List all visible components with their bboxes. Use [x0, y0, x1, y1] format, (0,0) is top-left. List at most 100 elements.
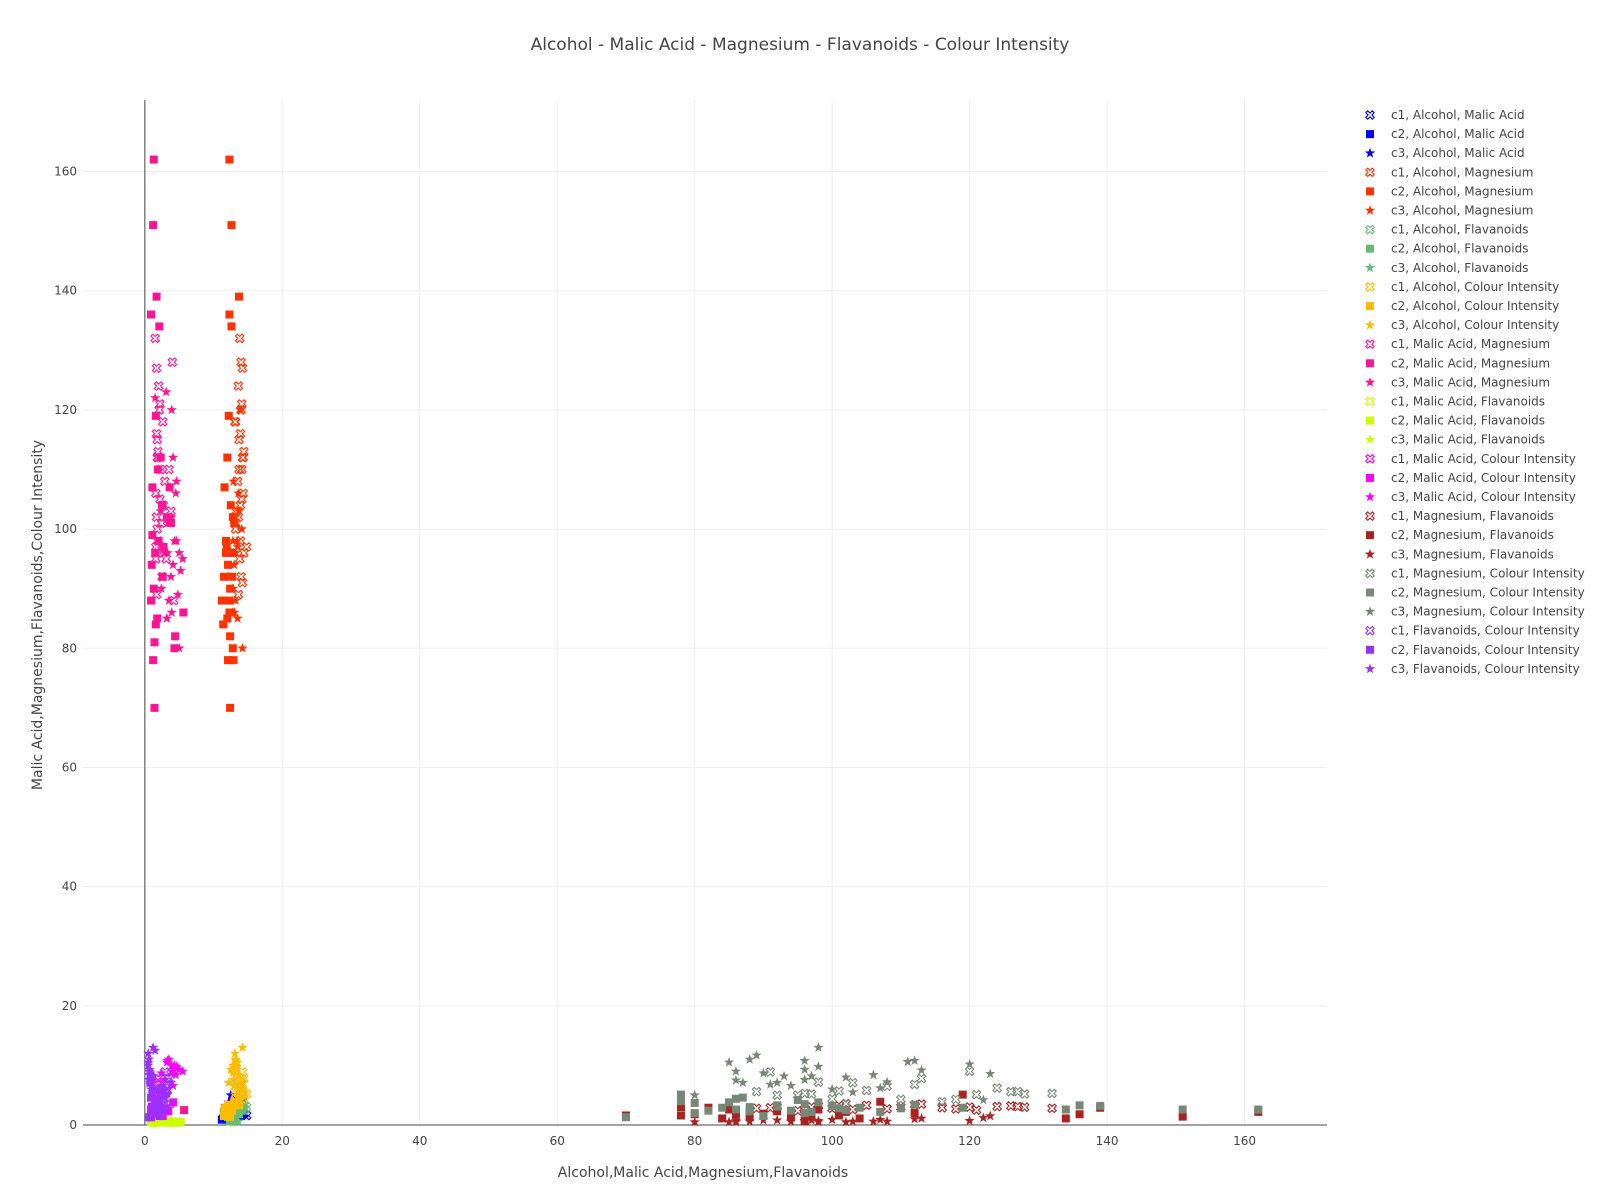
data-point: [238, 1094, 249, 1105]
legend-item[interactable]: c2, Alcohol, Malic Acid: [1366, 127, 1525, 141]
data-points: [143, 155, 1263, 1128]
legend-item[interactable]: c3, Alcohol, Magnesium: [1364, 204, 1534, 218]
data-point: [166, 1065, 177, 1076]
legend-item[interactable]: c3, Malic Acid, Magnesium: [1364, 375, 1550, 389]
data-point: [868, 1116, 879, 1126]
data-point: [676, 1090, 685, 1099]
data-point: [847, 1086, 858, 1097]
data-point: [689, 1116, 700, 1127]
data-point: [806, 1114, 817, 1125]
legend-item[interactable]: c2, Malic Acid, Magnesium: [1366, 356, 1550, 370]
data-point: [745, 1103, 754, 1112]
data-point: [167, 357, 178, 368]
legend-item[interactable]: c2, Flavanoids, Colour Intensity: [1366, 643, 1580, 657]
legend-item[interactable]: c1, Alcohol, Malic Acid: [1365, 108, 1525, 122]
data-point: [227, 1116, 238, 1127]
data-point: [147, 596, 156, 605]
legend-item[interactable]: c1, Magnesium, Flavanoids: [1365, 509, 1554, 523]
data-point: [155, 322, 164, 331]
legend-item[interactable]: c3, Alcohol, Colour Intensity: [1364, 318, 1559, 332]
series-group: [144, 1078, 169, 1122]
legend-item[interactable]: c2, Magnesium, Flavanoids: [1366, 528, 1554, 542]
legend-item[interactable]: c3, Alcohol, Malic Acid: [1364, 146, 1525, 160]
legend-item[interactable]: c2, Magnesium, Colour Intensity: [1366, 586, 1585, 600]
legend-item[interactable]: c1, Alcohol, Magnesium: [1365, 165, 1534, 179]
legend-item[interactable]: c1, Malic Acid, Flavanoids: [1365, 395, 1545, 409]
series-group: [689, 1042, 996, 1105]
legend-label: c3, Malic Acid, Colour Intensity: [1391, 490, 1576, 504]
legend-item[interactable]: c2, Malic Acid, Colour Intensity: [1366, 471, 1576, 485]
data-point: [916, 1064, 927, 1075]
legend[interactable]: c1, Alcohol, Malic Acid c2, Alcohol, Mali…: [1364, 108, 1585, 676]
data-point: [226, 632, 235, 641]
data-point: [827, 1083, 838, 1094]
legend-item[interactable]: c3, Alcohol, Flavanoids: [1364, 261, 1529, 275]
legend-item[interactable]: c1, Alcohol, Colour Intensity: [1365, 280, 1559, 294]
data-point: [840, 1116, 852, 1127]
legend-item[interactable]: c1, Malic Acid, Magnesium: [1365, 337, 1550, 351]
legend-label: c2, Magnesium, Flavanoids: [1391, 528, 1554, 542]
legend-marker: [1364, 606, 1376, 616]
legend-item[interactable]: c3, Malic Acid, Colour Intensity: [1364, 490, 1576, 504]
data-point: [950, 1094, 961, 1105]
legend-item[interactable]: c2, Alcohol, Colour Intensity: [1366, 299, 1559, 313]
data-point: [149, 656, 158, 665]
data-point: [145, 1067, 156, 1078]
legend-marker: [1366, 416, 1374, 425]
data-point: [958, 1090, 967, 1099]
data-point: [876, 1097, 885, 1106]
data-point: [1096, 1101, 1105, 1110]
data-point: [751, 1103, 762, 1114]
legend-item[interactable]: c1, Alcohol, Flavanoids: [1365, 223, 1529, 237]
legend-label: c3, Malic Acid, Flavanoids: [1391, 433, 1545, 447]
data-point: [1178, 1112, 1187, 1121]
legend-item[interactable]: c3, Magnesium, Colour Intensity: [1364, 605, 1585, 619]
legend-item[interactable]: c3, Flavanoids, Colour Intensity: [1364, 662, 1580, 676]
legend-marker: [1366, 645, 1374, 654]
data-point: [167, 452, 179, 462]
data-point: [937, 1096, 948, 1107]
data-point: [167, 559, 179, 570]
legend-item[interactable]: c2, Alcohol, Magnesium: [1366, 184, 1533, 198]
data-point: [731, 1110, 740, 1119]
data-point: [916, 1113, 927, 1123]
data-point: [180, 1106, 189, 1115]
y-tick-label: 80: [62, 641, 77, 655]
data-point: [896, 1104, 905, 1113]
data-point: [237, 1066, 248, 1077]
data-point: [799, 1055, 810, 1066]
data-point: [235, 500, 246, 511]
data-point: [828, 1101, 837, 1110]
legend-item[interactable]: c2, Alcohol, Flavanoids: [1366, 242, 1528, 256]
legend-item[interactable]: c3, Magnesium, Flavanoids: [1364, 547, 1554, 561]
data-point: [971, 1105, 982, 1116]
data-point: [730, 1074, 742, 1085]
legend-item[interactable]: c3, Malic Acid, Flavanoids: [1364, 433, 1545, 447]
data-point: [895, 1094, 906, 1105]
data-point: [158, 1106, 167, 1115]
legend-item[interactable]: c2, Malic Acid, Flavanoids: [1366, 414, 1545, 428]
legend-marker: [1366, 588, 1374, 597]
data-point: [868, 1069, 879, 1080]
data-point: [223, 453, 232, 462]
data-point: [234, 553, 245, 564]
data-point: [147, 310, 156, 319]
data-point: [152, 452, 163, 463]
legend-label: c1, Flavanoids, Colour Intensity: [1391, 624, 1580, 638]
legend-item[interactable]: c1, Magnesium, Colour Intensity: [1365, 566, 1585, 580]
data-point: [800, 1109, 809, 1118]
data-point: [162, 1055, 173, 1066]
legend-item[interactable]: c1, Malic Acid, Colour Intensity: [1365, 452, 1576, 466]
data-point: [170, 487, 181, 498]
legend-item[interactable]: c1, Flavanoids, Colour Intensity: [1365, 624, 1580, 638]
data-point: [228, 644, 237, 653]
data-point: [171, 476, 182, 486]
data-point: [958, 1103, 967, 1112]
legend-marker: [1366, 130, 1374, 139]
data-point: [143, 1069, 155, 1080]
data-point: [758, 1067, 769, 1078]
grid: [83, 100, 1327, 1125]
data-point: [704, 1106, 713, 1115]
data-point: [731, 1094, 740, 1103]
data-point: [229, 416, 240, 427]
